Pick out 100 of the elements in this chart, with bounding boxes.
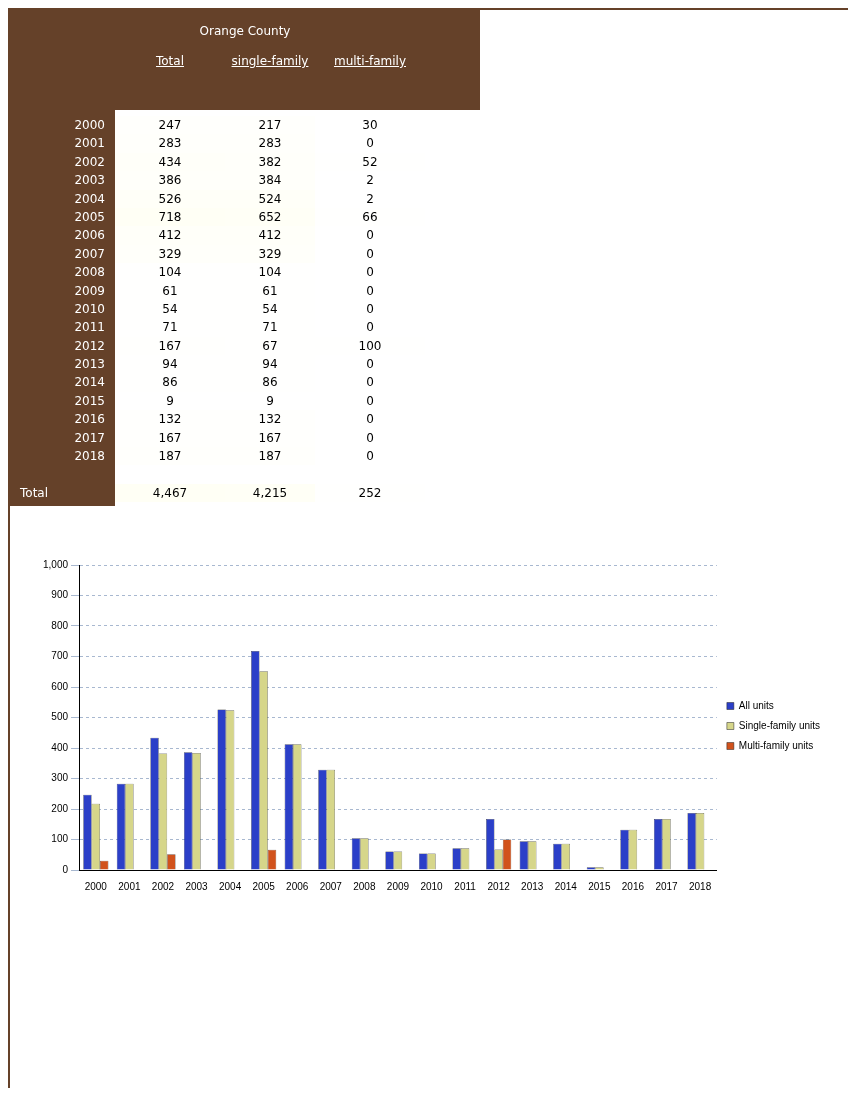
x-tick-label: single-family	[231, 54, 309, 68]
data-label: 104	[225, 263, 315, 282]
x-tick-label: 2002	[151, 880, 175, 892]
data-label: 66	[315, 207, 425, 227]
y-tick-label: 2002	[73, 153, 105, 171]
data-label: 9	[115, 391, 225, 411]
y-tick-label: 600	[51, 680, 69, 692]
x-tick-label: 2015	[588, 880, 611, 892]
y-tick-label: 2017	[73, 429, 105, 447]
data-label: 71	[225, 318, 315, 337]
x-tick-label: 2011	[454, 880, 477, 892]
x-tick-label: 2016	[621, 880, 645, 892]
data-label: 187	[115, 447, 225, 466]
y-tick-label: 0	[62, 863, 69, 875]
y-tick-label: 2005	[73, 208, 105, 226]
y-tick-label: 2018	[73, 448, 105, 466]
data-label: 0	[315, 226, 425, 245]
data-label: 2	[315, 189, 425, 208]
data-label: 329	[225, 244, 315, 264]
y-tick-label: 2010	[73, 300, 105, 318]
x-tick-label: 2010	[420, 880, 444, 892]
data-label: 524	[225, 189, 315, 208]
data-label: 384	[225, 171, 315, 190]
x-tick-label: multi-family	[333, 54, 407, 68]
data-label: 652	[225, 207, 315, 227]
data-label: 252	[315, 483, 425, 503]
y-tick-label: 2016	[73, 411, 105, 429]
chart-title: Orange County	[198, 23, 292, 40]
data-label: 4,467	[115, 483, 225, 503]
data-label: 86	[225, 373, 315, 392]
y-tick-label: 2004	[73, 190, 105, 208]
data-label: 132	[115, 410, 225, 429]
data-label: 71	[115, 318, 225, 337]
data-label: 54	[115, 299, 225, 319]
y-tick-label: 2009	[73, 282, 105, 300]
data-label: 0	[315, 447, 425, 466]
y-tick-label: 300	[51, 772, 69, 784]
data-label: 386	[115, 171, 225, 190]
data-label: 67	[225, 336, 315, 356]
y-tick-label: 2013	[73, 356, 105, 374]
data-label: 0	[315, 299, 425, 319]
y-tick-label: 800	[51, 619, 69, 631]
data-label: 0	[315, 428, 425, 448]
data-label: 329	[115, 244, 225, 264]
data-label: 0	[315, 263, 425, 282]
data-label: 434	[115, 152, 225, 172]
y-tick-label: 100	[51, 833, 69, 845]
data-label: 52	[315, 152, 425, 172]
x-tick-label: 2006	[286, 880, 309, 892]
y-tick-label: 500	[51, 711, 69, 723]
y-tick-label: 2007	[73, 245, 105, 263]
y-tick-label: 400	[51, 741, 69, 753]
data-label: 0	[315, 134, 425, 153]
legend-label: Multi-family units	[738, 739, 814, 751]
data-label: 0	[315, 355, 425, 374]
y-tick-label: 2008	[73, 264, 105, 282]
data-label: 94	[115, 355, 225, 374]
data-label: 104	[115, 263, 225, 282]
data-label: 4,215	[225, 483, 315, 503]
x-tick-label: 2004	[218, 880, 242, 892]
y-tick-label: 1,000	[42, 558, 69, 570]
x-tick-label: 2013	[521, 880, 544, 892]
y-tick-label: 900	[51, 589, 69, 601]
legend-label: Single-family units	[738, 719, 821, 731]
data-label: 9	[225, 391, 315, 411]
y-tick-label: 2000	[73, 117, 105, 134]
x-tick-label: 2001	[118, 880, 141, 892]
data-label: 718	[115, 207, 225, 227]
data-label: 283	[225, 134, 315, 153]
data-label: 187	[225, 447, 315, 466]
data-label: 217	[225, 116, 315, 135]
x-tick-label: 2005	[252, 880, 276, 892]
data-label: 167	[115, 428, 225, 448]
y-tick-label: 2006	[73, 227, 105, 245]
data-label: 61	[115, 281, 225, 300]
data-label: 100	[315, 336, 425, 356]
y-tick-label: 2012	[73, 337, 105, 355]
data-label: 132	[225, 410, 315, 429]
x-tick-label: 2012	[487, 880, 511, 892]
data-label: 0	[315, 244, 425, 264]
data-label: 283	[115, 134, 225, 153]
y-tick-label: 2001	[73, 135, 105, 153]
data-label: 167	[225, 428, 315, 448]
data-label: 382	[225, 152, 315, 172]
data-label: 247	[115, 116, 225, 135]
y-tick-label: 2011	[73, 319, 105, 337]
data-label: 94	[225, 355, 315, 374]
x-tick-label: 2008	[353, 880, 376, 892]
x-tick-label: 2018	[688, 880, 712, 892]
x-tick-label: Total	[155, 54, 185, 68]
x-tick-label: 2017	[655, 880, 679, 892]
data-label: 412	[225, 226, 315, 245]
x-tick-label: 2007	[319, 880, 343, 892]
data-label: 412	[115, 226, 225, 245]
y-tick-label: 2003	[73, 172, 105, 190]
data-label: 526	[115, 189, 225, 208]
data-label: 30	[315, 116, 425, 135]
data-label: 0	[315, 373, 425, 392]
data-label: 2	[315, 171, 425, 190]
x-tick-label: 2009	[386, 880, 410, 892]
